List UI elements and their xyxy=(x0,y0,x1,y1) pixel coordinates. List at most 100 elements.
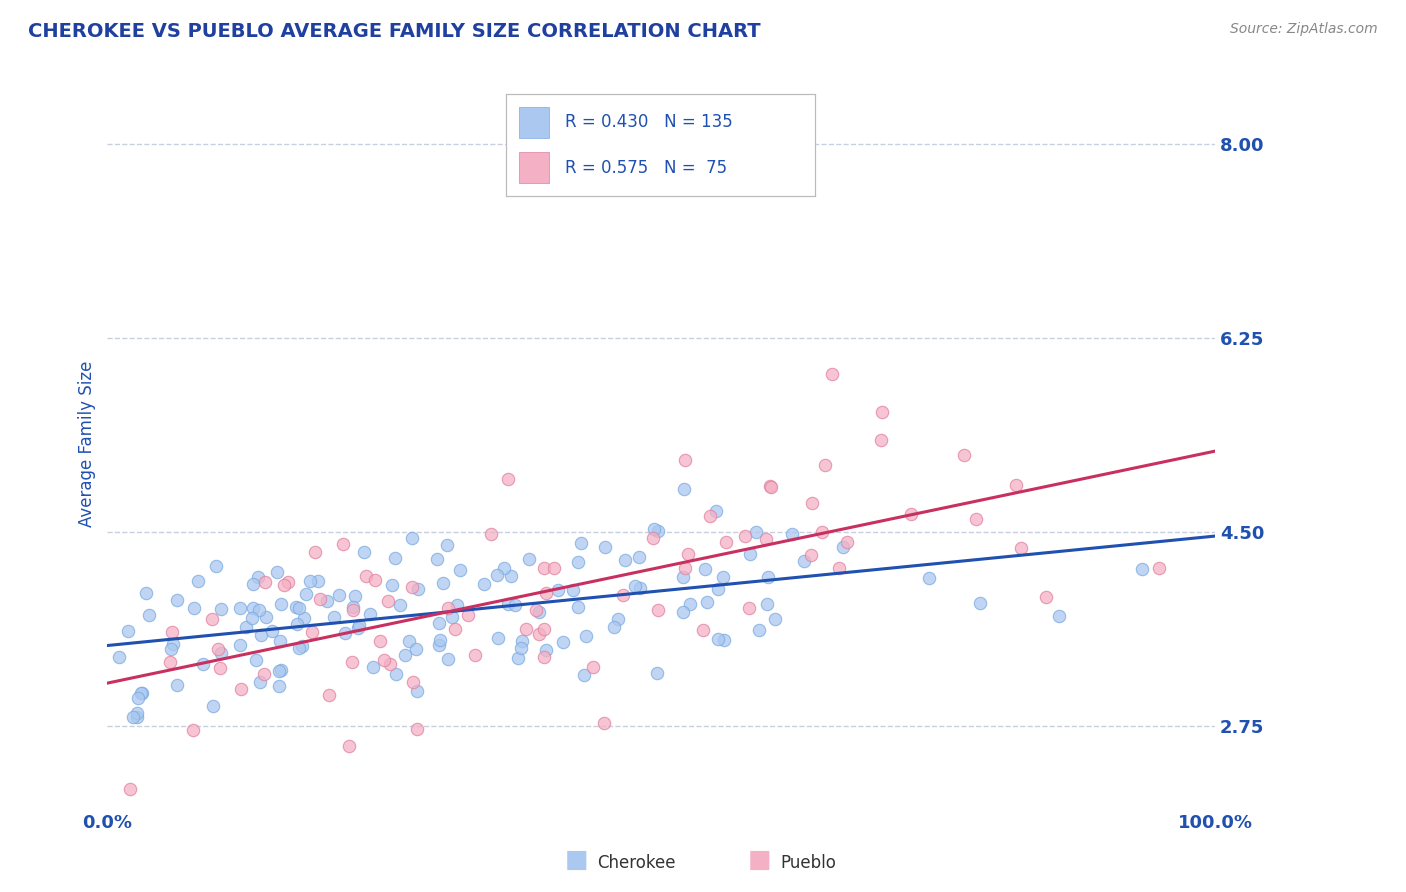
Point xyxy=(204,558,226,573)
Point xyxy=(353,544,375,558)
Point xyxy=(288,641,311,656)
Bar xyxy=(519,153,550,183)
Y-axis label: Average Family Size: Average Family Size xyxy=(79,360,96,526)
Point xyxy=(166,593,188,607)
Point xyxy=(270,598,292,612)
Point xyxy=(1047,609,1070,624)
Point xyxy=(354,569,377,583)
Point xyxy=(120,781,142,796)
Point xyxy=(499,569,522,583)
Point xyxy=(572,668,595,682)
Text: R = 0.575   N =  75: R = 0.575 N = 75 xyxy=(565,159,727,177)
Point xyxy=(763,612,786,626)
Point xyxy=(543,561,565,575)
Point xyxy=(337,739,360,754)
Point xyxy=(486,568,509,582)
Point xyxy=(536,586,558,600)
Point xyxy=(364,573,387,587)
Point xyxy=(870,405,893,419)
Point xyxy=(301,625,323,640)
Point xyxy=(509,640,531,655)
Point xyxy=(740,547,762,561)
Point xyxy=(1147,561,1170,575)
Point xyxy=(201,612,224,626)
Point xyxy=(394,648,416,662)
Point xyxy=(567,600,589,615)
Point xyxy=(832,540,855,554)
Point xyxy=(235,620,257,634)
Point xyxy=(332,537,354,551)
Point xyxy=(398,634,420,648)
Point xyxy=(388,598,411,612)
Text: Source: ZipAtlas.com: Source: ZipAtlas.com xyxy=(1230,22,1378,37)
Point xyxy=(647,603,669,617)
Point xyxy=(436,538,458,552)
Point xyxy=(307,574,329,588)
Point xyxy=(162,638,184,652)
Point xyxy=(288,600,311,615)
Text: Pueblo: Pueblo xyxy=(780,855,837,872)
Point xyxy=(135,586,157,600)
Point xyxy=(828,561,851,575)
Point xyxy=(229,638,252,652)
Point xyxy=(748,623,770,637)
Point xyxy=(181,723,204,737)
Point xyxy=(965,512,987,526)
Point xyxy=(713,633,735,648)
Point xyxy=(284,599,307,614)
Point xyxy=(245,653,267,667)
Point xyxy=(441,610,464,624)
Point xyxy=(628,550,651,565)
Point xyxy=(1005,478,1028,492)
Point xyxy=(406,684,429,698)
Text: CHEROKEE VS PUEBLO AVERAGE FAMILY SIZE CORRELATION CHART: CHEROKEE VS PUEBLO AVERAGE FAMILY SIZE C… xyxy=(28,22,761,41)
Point xyxy=(117,624,139,638)
Point xyxy=(127,691,149,706)
Point xyxy=(533,650,555,665)
Point xyxy=(759,479,782,493)
Point xyxy=(269,633,291,648)
Point xyxy=(373,653,395,667)
Point xyxy=(734,529,756,543)
Point xyxy=(446,598,468,612)
Point xyxy=(696,595,718,609)
Point xyxy=(575,629,598,643)
Point xyxy=(381,578,404,592)
Point xyxy=(737,601,759,615)
Point xyxy=(437,601,460,615)
Point xyxy=(208,661,231,675)
Point xyxy=(166,678,188,692)
Point xyxy=(247,603,270,617)
Point xyxy=(699,508,721,523)
Point xyxy=(285,617,308,632)
Point xyxy=(432,576,454,591)
Point xyxy=(814,458,837,473)
Point xyxy=(553,634,575,648)
Point xyxy=(801,495,824,509)
Point xyxy=(242,577,264,591)
Point xyxy=(641,531,664,545)
Point xyxy=(129,686,152,700)
Point xyxy=(527,626,550,640)
Point xyxy=(744,524,766,539)
Point xyxy=(692,623,714,637)
Point xyxy=(593,716,616,731)
Point xyxy=(333,626,356,640)
Point xyxy=(384,551,406,566)
Point xyxy=(811,525,834,540)
Text: Cherokee: Cherokee xyxy=(598,855,676,872)
Point xyxy=(517,552,540,566)
Point xyxy=(533,622,555,636)
Point xyxy=(756,598,779,612)
Point xyxy=(449,563,471,577)
Point xyxy=(479,527,502,541)
Point xyxy=(714,535,737,549)
Point xyxy=(673,453,696,467)
Point xyxy=(207,642,229,657)
Point xyxy=(870,434,893,448)
Point xyxy=(295,587,318,601)
Point xyxy=(270,663,292,677)
Text: ■: ■ xyxy=(748,848,770,872)
Point xyxy=(969,596,991,610)
Point xyxy=(673,560,696,574)
